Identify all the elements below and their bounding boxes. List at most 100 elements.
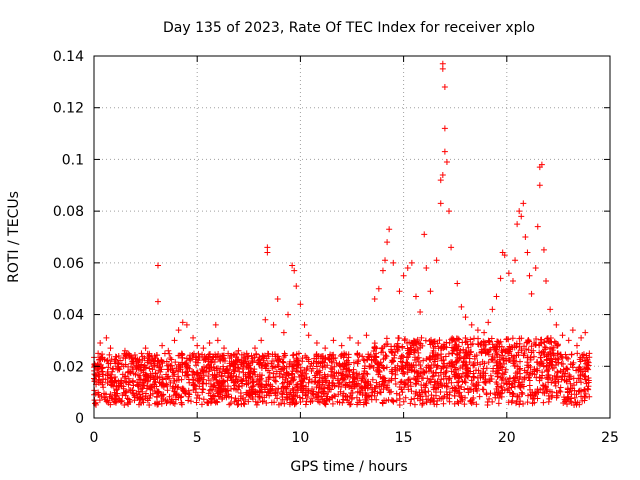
data-point xyxy=(349,394,356,401)
data-point xyxy=(292,400,299,407)
data-point xyxy=(438,365,445,372)
data-point xyxy=(376,389,383,396)
data-point xyxy=(239,366,246,373)
data-point xyxy=(136,396,143,403)
data-point xyxy=(141,377,148,384)
data-point xyxy=(448,379,455,386)
data-point xyxy=(529,389,536,396)
data-point xyxy=(370,348,377,355)
data-point xyxy=(272,378,279,385)
data-point xyxy=(470,373,477,380)
data-point xyxy=(152,400,159,407)
data-point xyxy=(371,296,378,303)
data-point xyxy=(486,395,493,402)
data-point xyxy=(133,390,140,397)
data-point xyxy=(241,359,248,366)
data-point xyxy=(219,396,226,403)
data-point xyxy=(175,327,182,334)
data-point xyxy=(223,394,230,401)
data-point xyxy=(178,393,185,400)
data-point xyxy=(250,382,257,389)
data-point xyxy=(311,372,318,379)
data-point xyxy=(148,385,155,392)
data-point xyxy=(501,386,508,393)
data-point xyxy=(526,377,533,384)
data-point xyxy=(423,399,430,406)
data-point xyxy=(548,339,555,346)
data-point xyxy=(219,356,226,363)
data-point xyxy=(111,378,118,385)
data-point xyxy=(381,365,388,372)
data-point xyxy=(349,378,356,385)
data-point xyxy=(429,373,436,380)
data-point xyxy=(104,372,111,379)
data-point xyxy=(422,337,429,344)
data-point xyxy=(331,369,338,376)
x-tick-label: 15 xyxy=(395,430,413,446)
data-point xyxy=(99,379,106,386)
data-point xyxy=(423,355,430,362)
data-point xyxy=(346,334,353,341)
data-point xyxy=(120,363,127,370)
data-point xyxy=(249,396,256,403)
data-point xyxy=(285,311,292,318)
data-point xyxy=(276,356,283,363)
data-point xyxy=(430,352,437,359)
data-point xyxy=(430,395,437,402)
data-point xyxy=(235,374,242,381)
data-point xyxy=(554,368,561,375)
data-point xyxy=(270,370,277,377)
data-point xyxy=(404,345,411,352)
data-point xyxy=(200,345,207,352)
data-point xyxy=(404,265,411,272)
data-point xyxy=(127,387,134,394)
data-point xyxy=(234,401,241,408)
data-point xyxy=(516,340,523,347)
data-point xyxy=(426,355,433,362)
data-point xyxy=(183,321,190,328)
data-point xyxy=(319,364,326,371)
data-point xyxy=(321,385,328,392)
data-point xyxy=(122,355,129,362)
data-point xyxy=(414,345,421,352)
data-point xyxy=(356,371,363,378)
data-point xyxy=(329,394,336,401)
data-point xyxy=(582,329,589,336)
data-point xyxy=(443,364,450,371)
data-point xyxy=(250,368,257,375)
data-point xyxy=(586,393,593,400)
data-point xyxy=(498,384,505,391)
data-point xyxy=(383,353,390,360)
data-point xyxy=(383,384,390,391)
data-point xyxy=(475,367,482,374)
data-point xyxy=(575,367,582,374)
data-point xyxy=(534,367,541,374)
data-point xyxy=(538,161,545,168)
data-point xyxy=(495,394,502,401)
data-point xyxy=(448,244,455,251)
data-point xyxy=(369,376,376,383)
data-point xyxy=(139,385,146,392)
data-point xyxy=(408,259,415,266)
data-point xyxy=(493,293,500,300)
data-point xyxy=(149,356,156,363)
chart-title: Day 135 of 2023, Rate Of TEC Index for r… xyxy=(163,20,535,36)
data-point xyxy=(321,400,328,407)
data-point xyxy=(218,381,225,388)
data-point xyxy=(331,363,338,370)
data-point xyxy=(289,395,296,402)
data-point xyxy=(490,368,497,375)
data-point xyxy=(146,365,153,372)
data-point xyxy=(107,375,114,382)
data-point xyxy=(146,402,153,409)
data-point xyxy=(332,393,339,400)
data-point xyxy=(360,401,367,408)
data-point xyxy=(570,359,577,366)
data-point xyxy=(388,343,395,350)
data-point xyxy=(293,283,300,290)
data-point xyxy=(333,359,340,366)
data-point xyxy=(95,391,102,398)
data-point xyxy=(494,365,501,372)
data-point xyxy=(402,394,409,401)
data-point xyxy=(530,353,537,360)
